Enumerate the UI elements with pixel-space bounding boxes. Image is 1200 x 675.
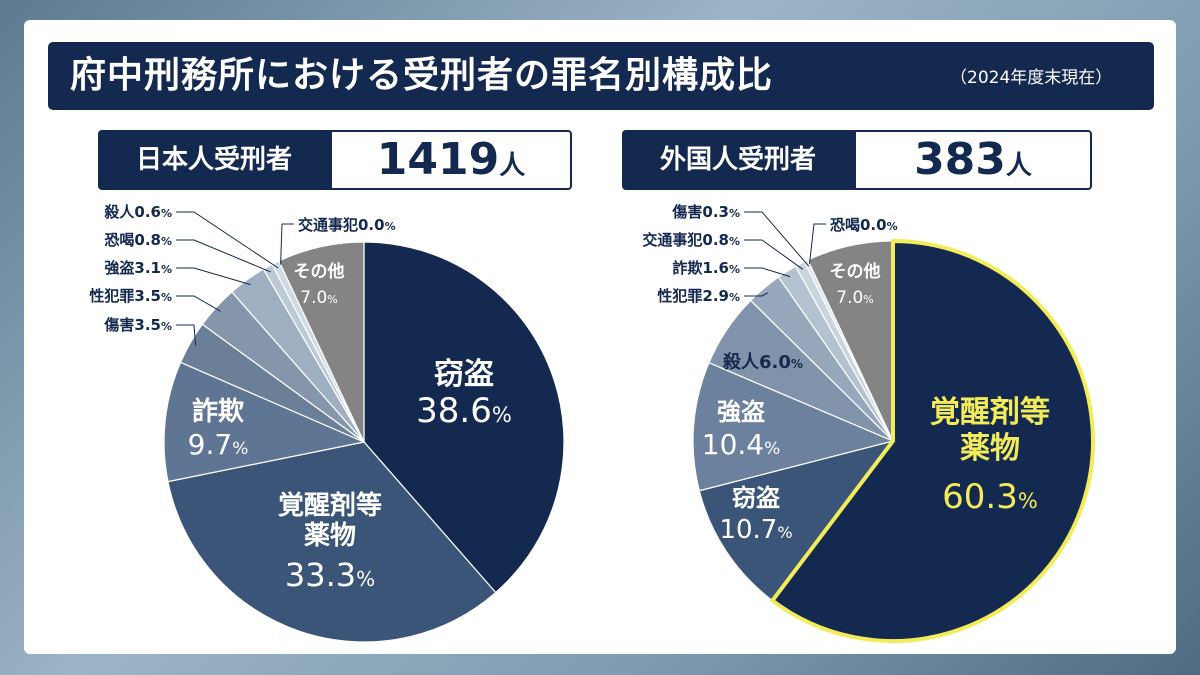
japanese-other-name: その他 xyxy=(294,261,345,282)
foreign-header-label: 外国人受刑者 xyxy=(622,130,854,190)
japanese-count-value: 1419 xyxy=(376,134,500,185)
japanese-slice-0 xyxy=(363,241,565,594)
japanese-small-label-8: 交通事犯0.0% xyxy=(298,216,396,234)
foreign-leader-5 xyxy=(744,267,791,278)
japanese-other-label: その他 7.0% xyxy=(294,261,345,308)
foreign-leader-4 xyxy=(744,292,769,297)
japanese-small-label-5: 強盗3.1% xyxy=(104,259,172,277)
foreign-leader-6 xyxy=(744,239,804,270)
foreign-other-name: その他 xyxy=(830,261,881,282)
foreign-robbery-name: 強盗 xyxy=(717,398,765,426)
foreign-highlight-outline xyxy=(769,238,1095,643)
japanese-small-label-7: 殺人0.6% xyxy=(103,203,172,221)
japanese-theft-name: 窃盗 xyxy=(434,357,494,392)
japanese-fraud-name: 詐欺 xyxy=(192,396,244,427)
foreign-small-label-8: 恐喝0.0% xyxy=(830,216,898,234)
japanese-header-count: 1419人 xyxy=(330,130,572,190)
japanese-drugs-name: 薬物 xyxy=(304,521,356,551)
japanese-slice-2 xyxy=(163,361,366,483)
japanese-leader-7 xyxy=(176,211,279,269)
japanese-small-label-3: 傷害3.5% xyxy=(103,316,172,334)
japanese-header-label: 日本人受刑者 xyxy=(98,130,330,190)
japanese-fraud-value: 9.7% xyxy=(188,428,249,461)
foreign-slice-1 xyxy=(698,439,895,602)
foreign-pie xyxy=(692,238,1095,643)
japanese-labels: 窃盗38.6%覚醒剤等薬物33.3%詐欺9.7%その他7.0%傷害3.5%性犯罪… xyxy=(89,203,511,594)
foreign-small-label-5: 詐欺1.6% xyxy=(672,259,740,277)
foreign-small-label-6: 交通事犯0.8% xyxy=(642,231,740,249)
japanese-slice-9 xyxy=(278,241,365,443)
foreign-leader-8 xyxy=(809,223,826,264)
foreign-leader-7 xyxy=(744,211,810,267)
japanese-fraud-label: 詐欺9.7% xyxy=(188,396,249,461)
foreign-theft-name: 窃盗 xyxy=(732,484,780,512)
japanese-other-value: 7.0% xyxy=(300,288,338,308)
foreign-count-value: 383 xyxy=(914,134,1006,185)
title-date-note: （2024年度末現在） xyxy=(950,68,1113,88)
chart-title: 府中刑務所における受刑者の罪名別構成比 xyxy=(70,55,774,96)
foreign-small-label-7: 傷害0.3% xyxy=(671,203,740,221)
title-bar xyxy=(48,42,1154,110)
foreign-header-count: 383人 xyxy=(854,130,1092,190)
foreign-drugs-name: 覚醒剤等 xyxy=(930,395,1050,430)
foreign-small-label-4: 性犯罪2.9% xyxy=(657,287,740,305)
japanese-leader-3 xyxy=(176,324,197,346)
japanese-count-unit: 人 xyxy=(499,151,526,181)
japanese-leader-8 xyxy=(280,223,294,265)
japanese-small-label-6: 恐喝0.8% xyxy=(104,231,172,249)
japanese-leader-6 xyxy=(176,239,271,273)
japanese-small-label-4: 性犯罪3.5% xyxy=(89,287,172,305)
japanese-drugs-name: 覚醒剤等 xyxy=(278,490,382,521)
foreign-count-unit: 人 xyxy=(1005,151,1032,181)
foreign-slice-2 xyxy=(692,361,895,492)
foreign-other-label: その他 7.0% xyxy=(830,261,881,308)
japanese-leader-5 xyxy=(176,267,251,286)
foreign-drugs-name: 薬物 xyxy=(960,431,1020,466)
foreign-other-value: 7.0% xyxy=(836,288,874,308)
japanese-slice-1 xyxy=(167,441,497,643)
japanese-pie xyxy=(163,241,565,643)
japanese-leader-4 xyxy=(176,295,221,312)
foreign-murder-label: 殺人6.0% xyxy=(722,351,803,373)
